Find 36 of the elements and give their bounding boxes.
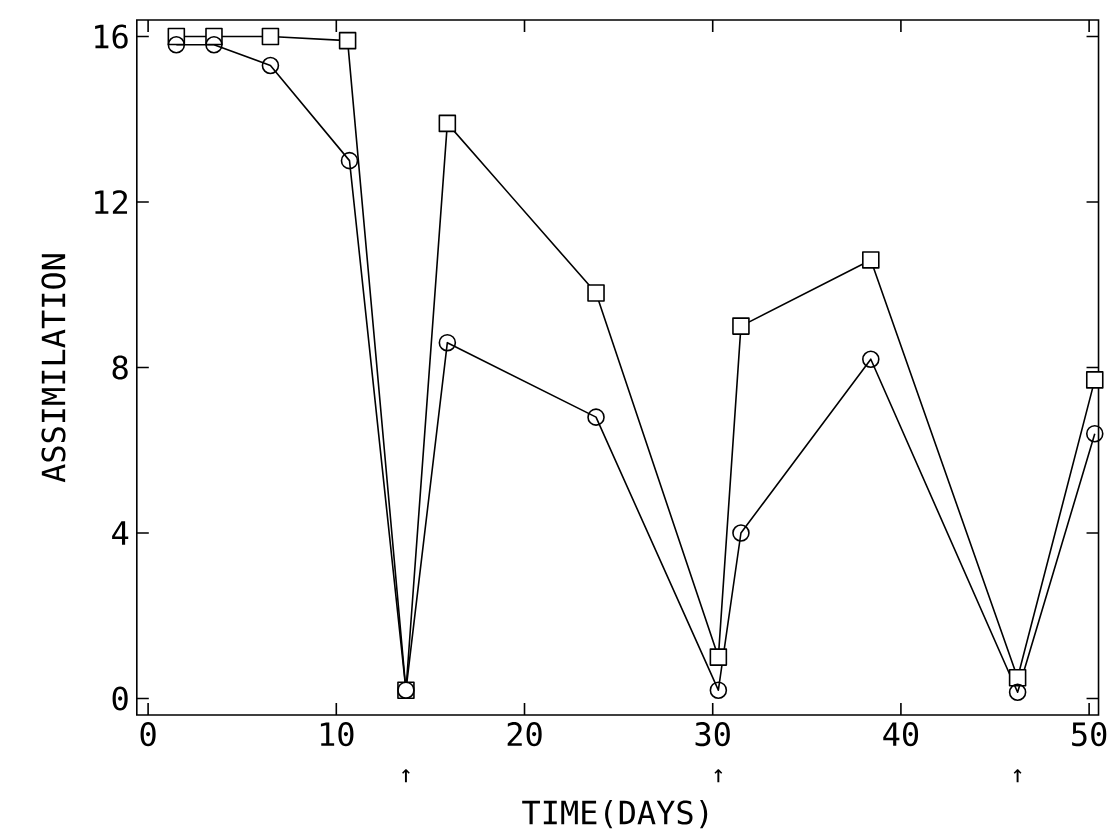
point	[862, 350, 880, 368]
point	[709, 681, 728, 699]
point	[438, 114, 457, 133]
point	[862, 251, 880, 269]
y-tick-label: 0	[112, 686, 128, 711]
point	[1085, 371, 1104, 389]
x-tick-label: 20	[507, 722, 542, 747]
x-tick-label: 50	[1072, 722, 1107, 747]
x-axis-title: TIME(DAYS)	[522, 799, 708, 829]
point	[338, 31, 357, 50]
y-tick-label: 16	[95, 24, 128, 49]
text: ↑	[1013, 769, 1022, 783]
point	[1008, 668, 1027, 687]
y-tick-label: 12	[95, 190, 128, 214]
point	[1008, 683, 1027, 702]
point	[587, 284, 605, 302]
y-tick-label: 4	[112, 521, 129, 545]
y-axis-title: ASSIMILATION	[41, 254, 66, 483]
point	[438, 333, 457, 352]
point	[1085, 424, 1104, 443]
point	[205, 35, 223, 54]
point	[732, 524, 750, 542]
point	[587, 408, 605, 426]
point	[709, 648, 728, 666]
text: ↑	[714, 769, 723, 783]
point	[261, 56, 280, 75]
point	[167, 35, 186, 54]
text: ↑	[402, 769, 410, 783]
x-tick-label: 0	[140, 722, 156, 747]
point	[732, 317, 750, 335]
x-tick-label: 40	[883, 722, 919, 747]
point	[261, 27, 280, 46]
y-tick-label: 8	[112, 355, 128, 380]
x-tick-label: 30	[695, 722, 730, 747]
x-tick-label: 10	[320, 722, 354, 747]
point	[340, 151, 359, 170]
